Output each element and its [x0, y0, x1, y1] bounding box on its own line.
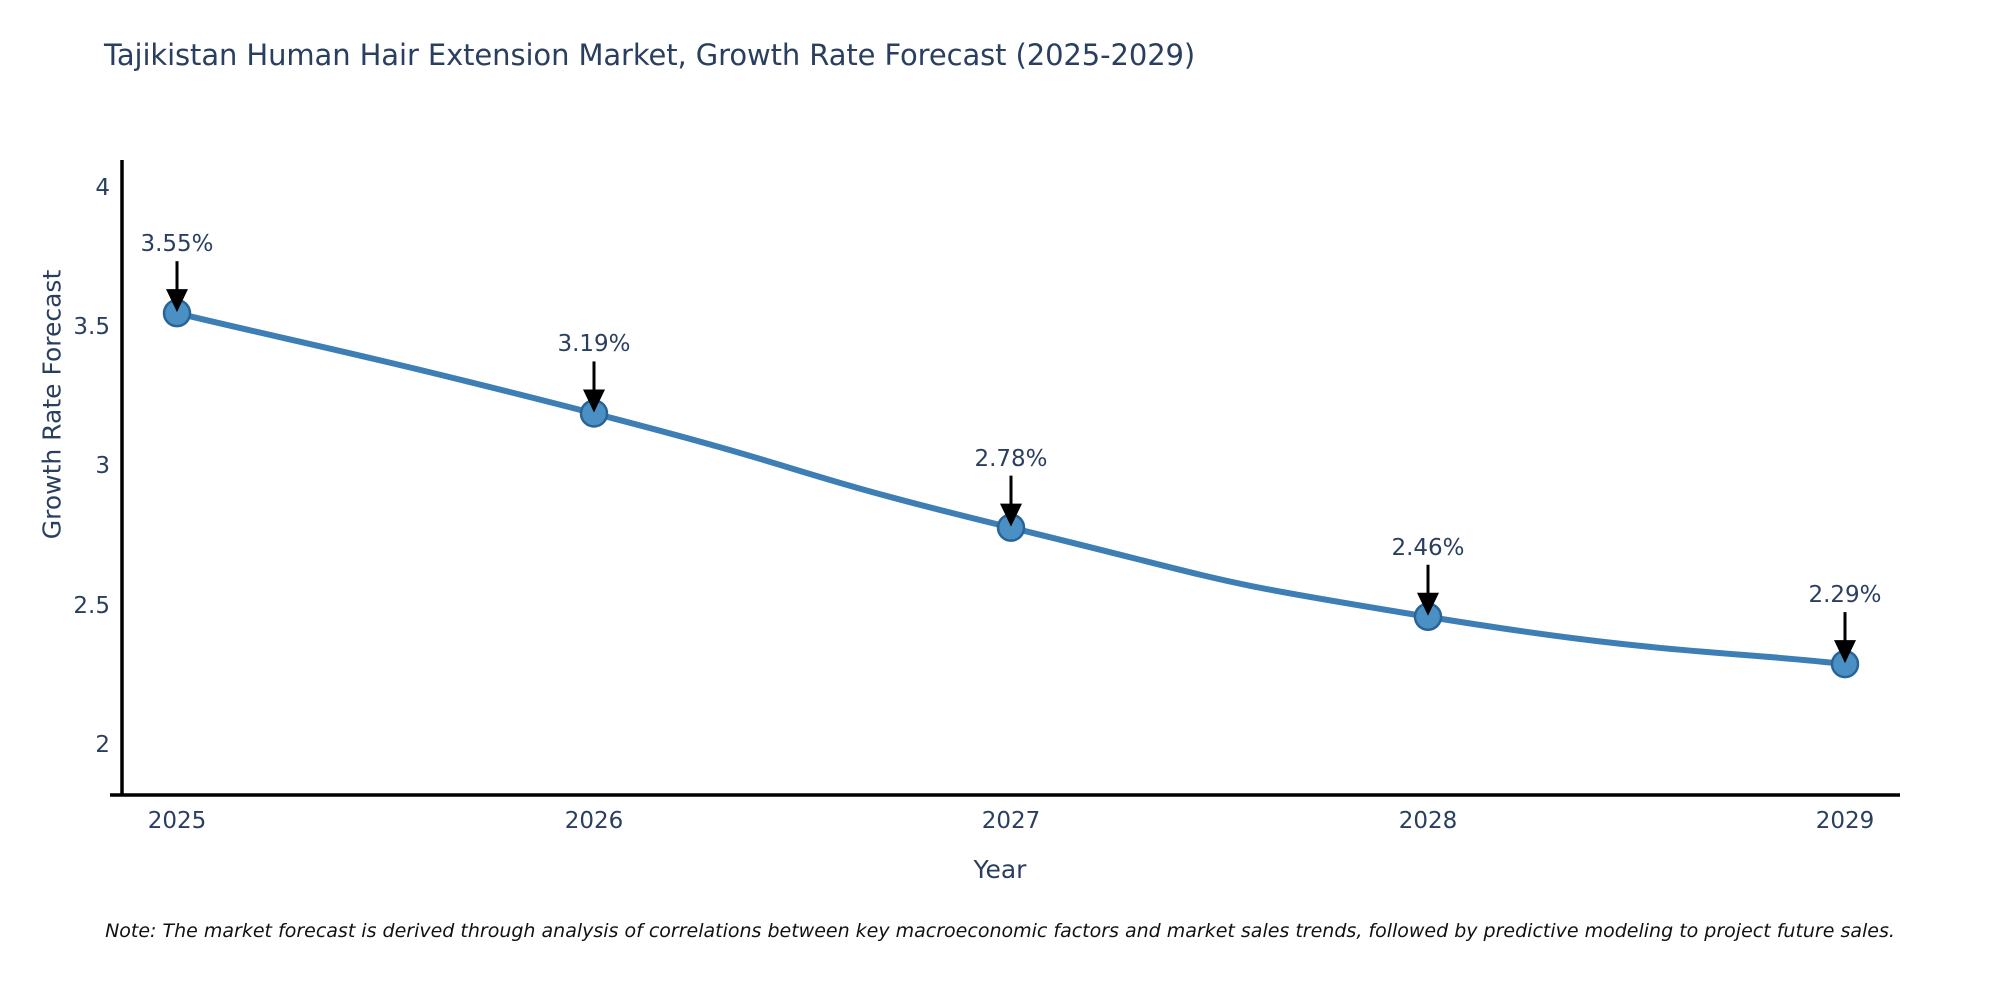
y-axis-tick-label: 3 — [95, 453, 110, 480]
annotation-arrows — [166, 261, 1856, 664]
chart-title: Tajikistan Human Hair Extension Market, … — [104, 38, 1196, 72]
annotation-arrow-head — [1834, 640, 1856, 664]
annotation-arrow-head — [583, 389, 605, 413]
y-axis-tick-label: 3.5 — [73, 314, 110, 341]
data-series-growth-rate — [162, 298, 1860, 679]
y-axis-tick-label: 4 — [95, 174, 110, 201]
x-axis-tick-label: 2026 — [564, 808, 624, 834]
y-axis-tick-label: 2.5 — [73, 592, 110, 619]
x-axis-tick-label: 2028 — [1398, 808, 1458, 834]
x-axis-tick-label: 2025 — [147, 808, 207, 834]
x-axis-title: Year — [973, 855, 1027, 884]
data-point-value-label: 2.46% — [1391, 534, 1465, 561]
annotation-arrow-head — [1417, 592, 1439, 616]
x-axis-tick-label: 2027 — [981, 808, 1041, 834]
axes — [110, 160, 1900, 797]
annotation-arrow-head — [166, 289, 188, 313]
annotation-arrow-head — [1000, 503, 1022, 527]
x-axis-tick-label: 2029 — [1815, 808, 1875, 834]
data-point-value-label: 2.78% — [974, 445, 1048, 472]
data-point-value-label: 2.29% — [1808, 582, 1882, 609]
y-axis-tick-label: 2 — [95, 731, 110, 758]
y-axis-ticks: 4 3.5 3 2.5 2 — [30, 0, 110, 1000]
chart-note: Note: The market forecast is derived thr… — [105, 920, 1895, 942]
data-point-value-label: 3.55% — [140, 231, 214, 258]
data-point-value-label: 3.19% — [557, 331, 631, 358]
